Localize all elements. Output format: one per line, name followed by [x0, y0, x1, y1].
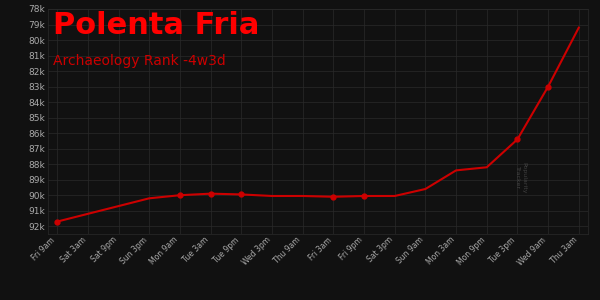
Text: Popularity
Tracker: Popularity Tracker — [515, 162, 526, 194]
Text: Archaeology Rank -4w3d: Archaeology Rank -4w3d — [53, 54, 226, 68]
Text: Polenta Fria: Polenta Fria — [53, 11, 260, 40]
